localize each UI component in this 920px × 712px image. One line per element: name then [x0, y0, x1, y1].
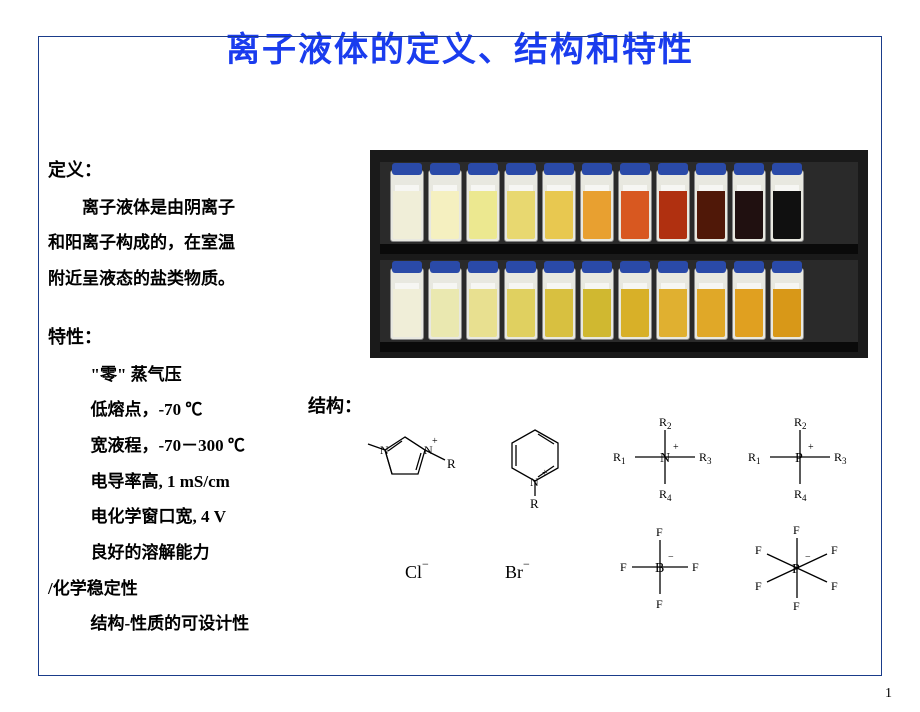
- definition-heading: 定义：: [48, 152, 328, 190]
- svg-text:N: N: [530, 475, 539, 489]
- property-item: "零" 蒸气压: [48, 357, 328, 393]
- structures-panel: N N + R N + R N + R2 R4 R1 R3: [370, 412, 870, 672]
- vial: [656, 268, 690, 340]
- vial: [580, 170, 614, 242]
- vial: [390, 170, 424, 242]
- shelf-bottom: [380, 260, 858, 346]
- svg-text:F: F: [692, 560, 699, 574]
- bromide-anion: Br−: [505, 562, 530, 583]
- vial: [390, 268, 424, 340]
- svg-text:R2: R2: [659, 415, 672, 431]
- vial: [428, 170, 462, 242]
- svg-text:+: +: [673, 442, 679, 453]
- svg-text:P: P: [792, 562, 800, 577]
- vial: [770, 268, 804, 340]
- vial: [732, 170, 766, 242]
- svg-text:R3: R3: [834, 450, 847, 466]
- vial: [618, 170, 652, 242]
- svg-text:R2: R2: [794, 415, 807, 431]
- svg-text:R3: R3: [699, 450, 712, 466]
- definition-line: 附近呈液态的盐类物质。: [48, 261, 328, 297]
- svg-text:N: N: [380, 443, 389, 457]
- vial: [466, 170, 500, 242]
- svg-text:+: +: [542, 468, 548, 479]
- svg-text:F: F: [755, 579, 762, 593]
- shelf-top: [380, 162, 858, 248]
- vial: [732, 268, 766, 340]
- svg-text:+: +: [808, 442, 814, 453]
- vial: [694, 268, 728, 340]
- vial: [428, 268, 462, 340]
- structure-heading: 结构：: [308, 392, 362, 418]
- property-item: 良好的溶解能力: [48, 535, 328, 571]
- svg-text:F: F: [620, 560, 627, 574]
- svg-text:P: P: [795, 451, 803, 466]
- svg-text:R4: R4: [794, 487, 807, 503]
- svg-text:F: F: [831, 579, 838, 593]
- ammonium-icon: N + R2 R4 R1 R3: [605, 412, 725, 512]
- vial: [694, 170, 728, 242]
- svg-text:−: −: [668, 552, 674, 563]
- svg-text:R4: R4: [659, 487, 672, 503]
- svg-text:B: B: [655, 561, 664, 576]
- vial: [466, 268, 500, 340]
- vial: [656, 170, 690, 242]
- svg-text:R: R: [530, 496, 539, 508]
- property-design: 结构-性质的可设计性: [48, 606, 328, 642]
- svg-text:F: F: [793, 599, 800, 613]
- property-item: 宽液程，-70－300 ℃: [48, 428, 328, 464]
- svg-text:F: F: [656, 525, 663, 539]
- svg-text:F: F: [831, 543, 838, 557]
- property-item: 电化学窗口宽, 4 V: [48, 499, 328, 535]
- pyridinium-icon: N + R: [490, 418, 580, 508]
- vials-row-bottom: [388, 262, 806, 345]
- left-column: 定义： 离子液体是由阴离子 和阳离子构成的，在室温 附近呈液态的盐类物质。 特性…: [48, 152, 328, 642]
- chloride-anion: Cl−: [405, 562, 429, 583]
- vial: [542, 170, 576, 242]
- phosphonium-icon: P + R2 R4 R1 R3: [740, 412, 860, 512]
- properties-heading: 特性：: [48, 319, 328, 357]
- vials-row-top: [388, 164, 806, 247]
- svg-text:R1: R1: [748, 450, 761, 466]
- vial: [580, 268, 614, 340]
- definition-line: 离子液体是由阴离子: [48, 190, 328, 226]
- svg-text:R1: R1: [613, 450, 626, 466]
- vials-photo: [370, 150, 868, 358]
- vial: [504, 170, 538, 242]
- svg-text:−: −: [805, 552, 811, 563]
- vial: [618, 268, 652, 340]
- bf4-icon: B − F F F F: [600, 522, 720, 622]
- svg-text:+: +: [432, 436, 438, 447]
- page-number: 1: [885, 686, 892, 702]
- vial: [504, 268, 538, 340]
- property-item: 电导率高, 1 mS/cm: [48, 464, 328, 500]
- svg-text:F: F: [793, 523, 800, 537]
- svg-text:F: F: [755, 543, 762, 557]
- property-item: 低熔点，-70 ℃: [48, 392, 328, 428]
- svg-text:F: F: [656, 597, 663, 611]
- svg-text:N: N: [660, 451, 670, 466]
- vial: [770, 170, 804, 242]
- definition-line: 和阳离子构成的，在室温: [48, 225, 328, 261]
- imidazolium-icon: N N + R: [350, 422, 470, 492]
- svg-text:R: R: [447, 456, 456, 471]
- vial: [542, 268, 576, 340]
- property-stability: /化学稳定性: [48, 571, 328, 607]
- pf6-icon: P − F F F F F F: [735, 520, 865, 625]
